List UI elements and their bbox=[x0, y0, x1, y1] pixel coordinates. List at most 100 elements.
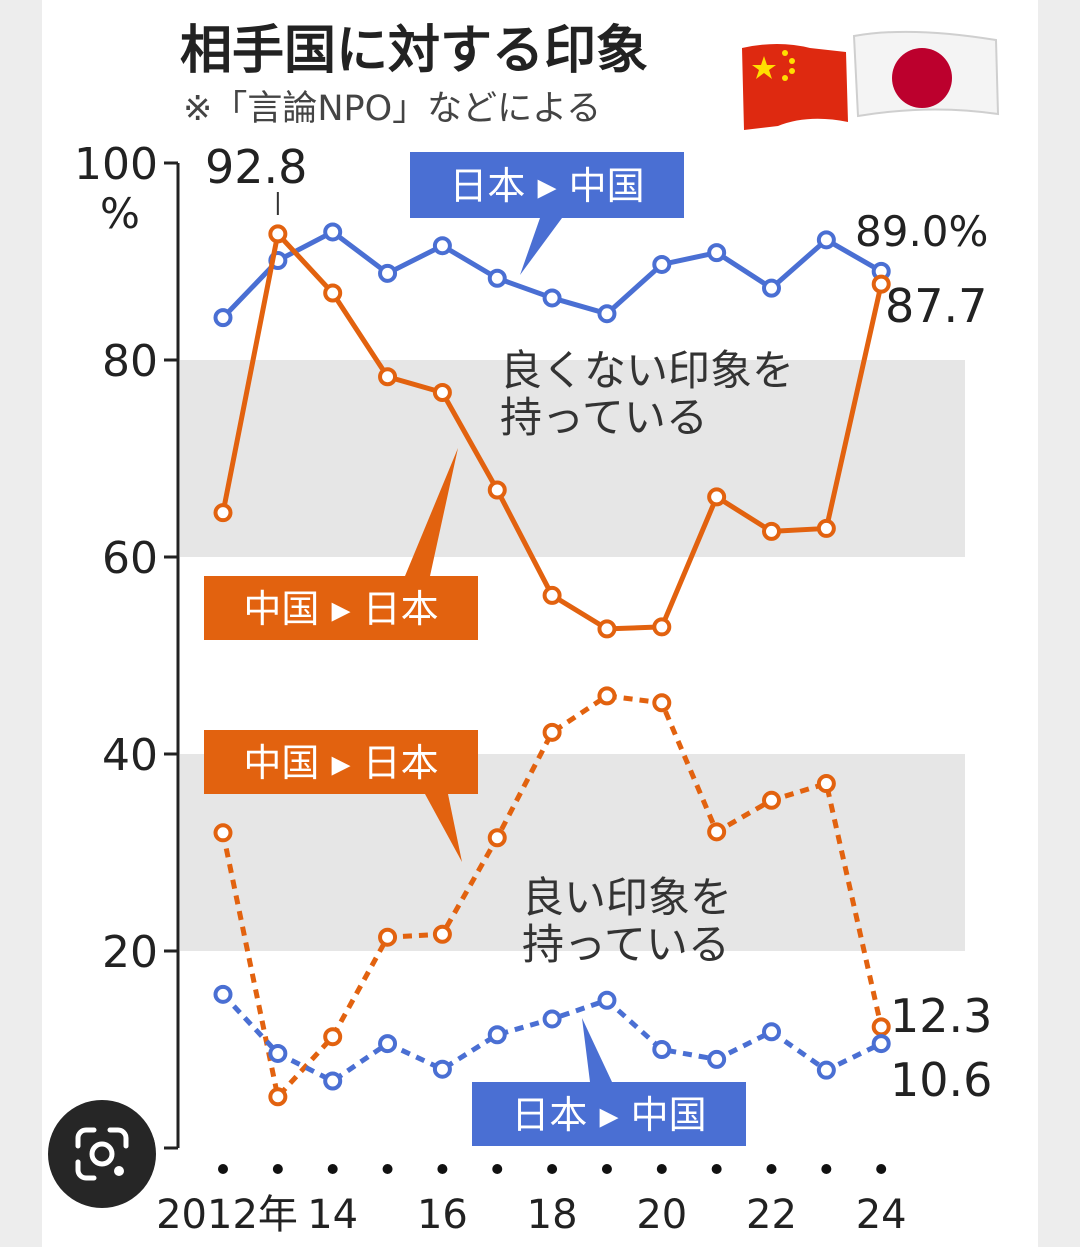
data-point bbox=[542, 288, 562, 308]
data-point bbox=[268, 1043, 288, 1063]
x-tick-dot bbox=[492, 1164, 503, 1174]
data-point bbox=[432, 383, 452, 403]
x-tick-dot bbox=[437, 1164, 448, 1174]
data-point bbox=[707, 1049, 727, 1069]
data-point bbox=[762, 790, 781, 810]
data-point bbox=[268, 1087, 288, 1107]
x-tick-label: 20 bbox=[636, 1192, 687, 1238]
end-value-label: 10.6 bbox=[890, 1053, 992, 1107]
data-point bbox=[487, 1025, 507, 1045]
band-label: 持っている bbox=[522, 920, 730, 969]
y-tick-label: 60 bbox=[102, 533, 158, 584]
y-tick-label: 80 bbox=[102, 336, 158, 387]
data-point bbox=[542, 1009, 562, 1029]
legend-box-bg bbox=[472, 1082, 746, 1146]
data-point bbox=[542, 585, 562, 605]
data-point bbox=[707, 822, 727, 842]
data-point bbox=[323, 1027, 343, 1047]
band-label: 良くない印象を bbox=[500, 346, 794, 395]
band-label: 持っている bbox=[500, 393, 708, 442]
x-tick-label: 16 bbox=[417, 1192, 468, 1238]
data-point bbox=[707, 487, 727, 507]
data-point bbox=[213, 823, 233, 843]
data-point bbox=[323, 222, 343, 242]
data-point bbox=[542, 722, 562, 742]
data-point bbox=[597, 686, 617, 706]
data-point bbox=[652, 1040, 672, 1059]
data-point bbox=[762, 521, 781, 541]
data-point bbox=[213, 984, 233, 1004]
x-tick-dot bbox=[547, 1164, 558, 1174]
legend-label: 中国 ▸ 日本 bbox=[243, 587, 438, 631]
x-tick-label: 14 bbox=[307, 1192, 358, 1238]
legend-pointer bbox=[520, 218, 562, 275]
series-legend-box: 日本 ▸ 中国 bbox=[472, 1018, 746, 1146]
data-point bbox=[762, 1022, 781, 1042]
data-point bbox=[597, 304, 617, 324]
left-margin bbox=[0, 0, 42, 1247]
end-value-label: 87.7 bbox=[885, 279, 987, 333]
data-point bbox=[816, 1060, 836, 1080]
data-point bbox=[816, 774, 836, 794]
x-tick-label: 22 bbox=[746, 1192, 797, 1238]
data-point bbox=[487, 268, 507, 288]
data-point bbox=[323, 283, 343, 303]
data-point bbox=[816, 518, 836, 538]
data-point bbox=[378, 367, 398, 387]
data-point bbox=[432, 1059, 452, 1079]
data-point bbox=[652, 617, 672, 637]
y-unit-label: % bbox=[100, 189, 140, 238]
x-tick-dot bbox=[821, 1164, 832, 1174]
data-point bbox=[871, 1017, 891, 1037]
series-legend-box: 日本 ▸ 中国 bbox=[410, 152, 684, 275]
end-value-label: 12.3 bbox=[890, 989, 992, 1043]
data-point bbox=[487, 828, 507, 848]
data-point bbox=[268, 224, 288, 244]
legend-pointer bbox=[425, 794, 462, 862]
series-legend-box: 中国 ▸ 日本 bbox=[204, 448, 478, 640]
data-point bbox=[378, 263, 398, 283]
legend-pointer bbox=[582, 1018, 612, 1082]
peak-value-label: 92.8 bbox=[205, 140, 307, 194]
data-point bbox=[213, 308, 233, 328]
legend-box-bg bbox=[410, 152, 684, 218]
data-point bbox=[762, 278, 781, 298]
google-lens-button[interactable] bbox=[48, 1100, 156, 1208]
band-label: 良い印象を bbox=[522, 873, 732, 922]
japan-flag-icon bbox=[852, 30, 1000, 118]
x-tick-dot bbox=[711, 1164, 722, 1174]
x-tick-dot bbox=[218, 1164, 228, 1174]
right-margin bbox=[1038, 0, 1080, 1247]
chart-title: 相手国に対する印象 bbox=[180, 21, 648, 81]
y-tick-label: 100 bbox=[74, 139, 158, 190]
x-tick-dot bbox=[327, 1164, 338, 1174]
end-value-label: 89.0% bbox=[855, 207, 988, 256]
x-tick-dot bbox=[272, 1164, 283, 1174]
legend-label: 日本 ▸ 中国 bbox=[449, 164, 644, 208]
legend-label: 中国 ▸ 日本 bbox=[243, 741, 438, 785]
data-point bbox=[597, 619, 617, 639]
x-tick-dot bbox=[656, 1164, 667, 1174]
data-point bbox=[323, 1071, 343, 1091]
legend-label: 日本 ▸ 中国 bbox=[511, 1093, 706, 1137]
y-tick-label: 40 bbox=[102, 730, 158, 781]
china-flag-icon bbox=[742, 44, 848, 130]
x-tick-dot bbox=[601, 1164, 612, 1174]
x-tick-dot bbox=[766, 1164, 777, 1174]
data-point bbox=[213, 503, 233, 523]
data-point bbox=[652, 693, 672, 713]
legend-pointer bbox=[405, 448, 458, 576]
data-point bbox=[378, 1034, 398, 1054]
series-line bbox=[221, 992, 883, 1084]
x-tick-label: 18 bbox=[527, 1192, 578, 1238]
series-legend-box: 中国 ▸ 日本 bbox=[204, 730, 478, 862]
google-lens-icon bbox=[75, 1127, 129, 1181]
data-point bbox=[707, 243, 727, 263]
data-point bbox=[597, 990, 617, 1010]
data-point bbox=[871, 1034, 891, 1054]
x-tick-label: 2012年 bbox=[156, 1192, 298, 1238]
data-point bbox=[378, 927, 398, 947]
data-point bbox=[652, 254, 672, 274]
legend-box-bg bbox=[204, 730, 478, 794]
